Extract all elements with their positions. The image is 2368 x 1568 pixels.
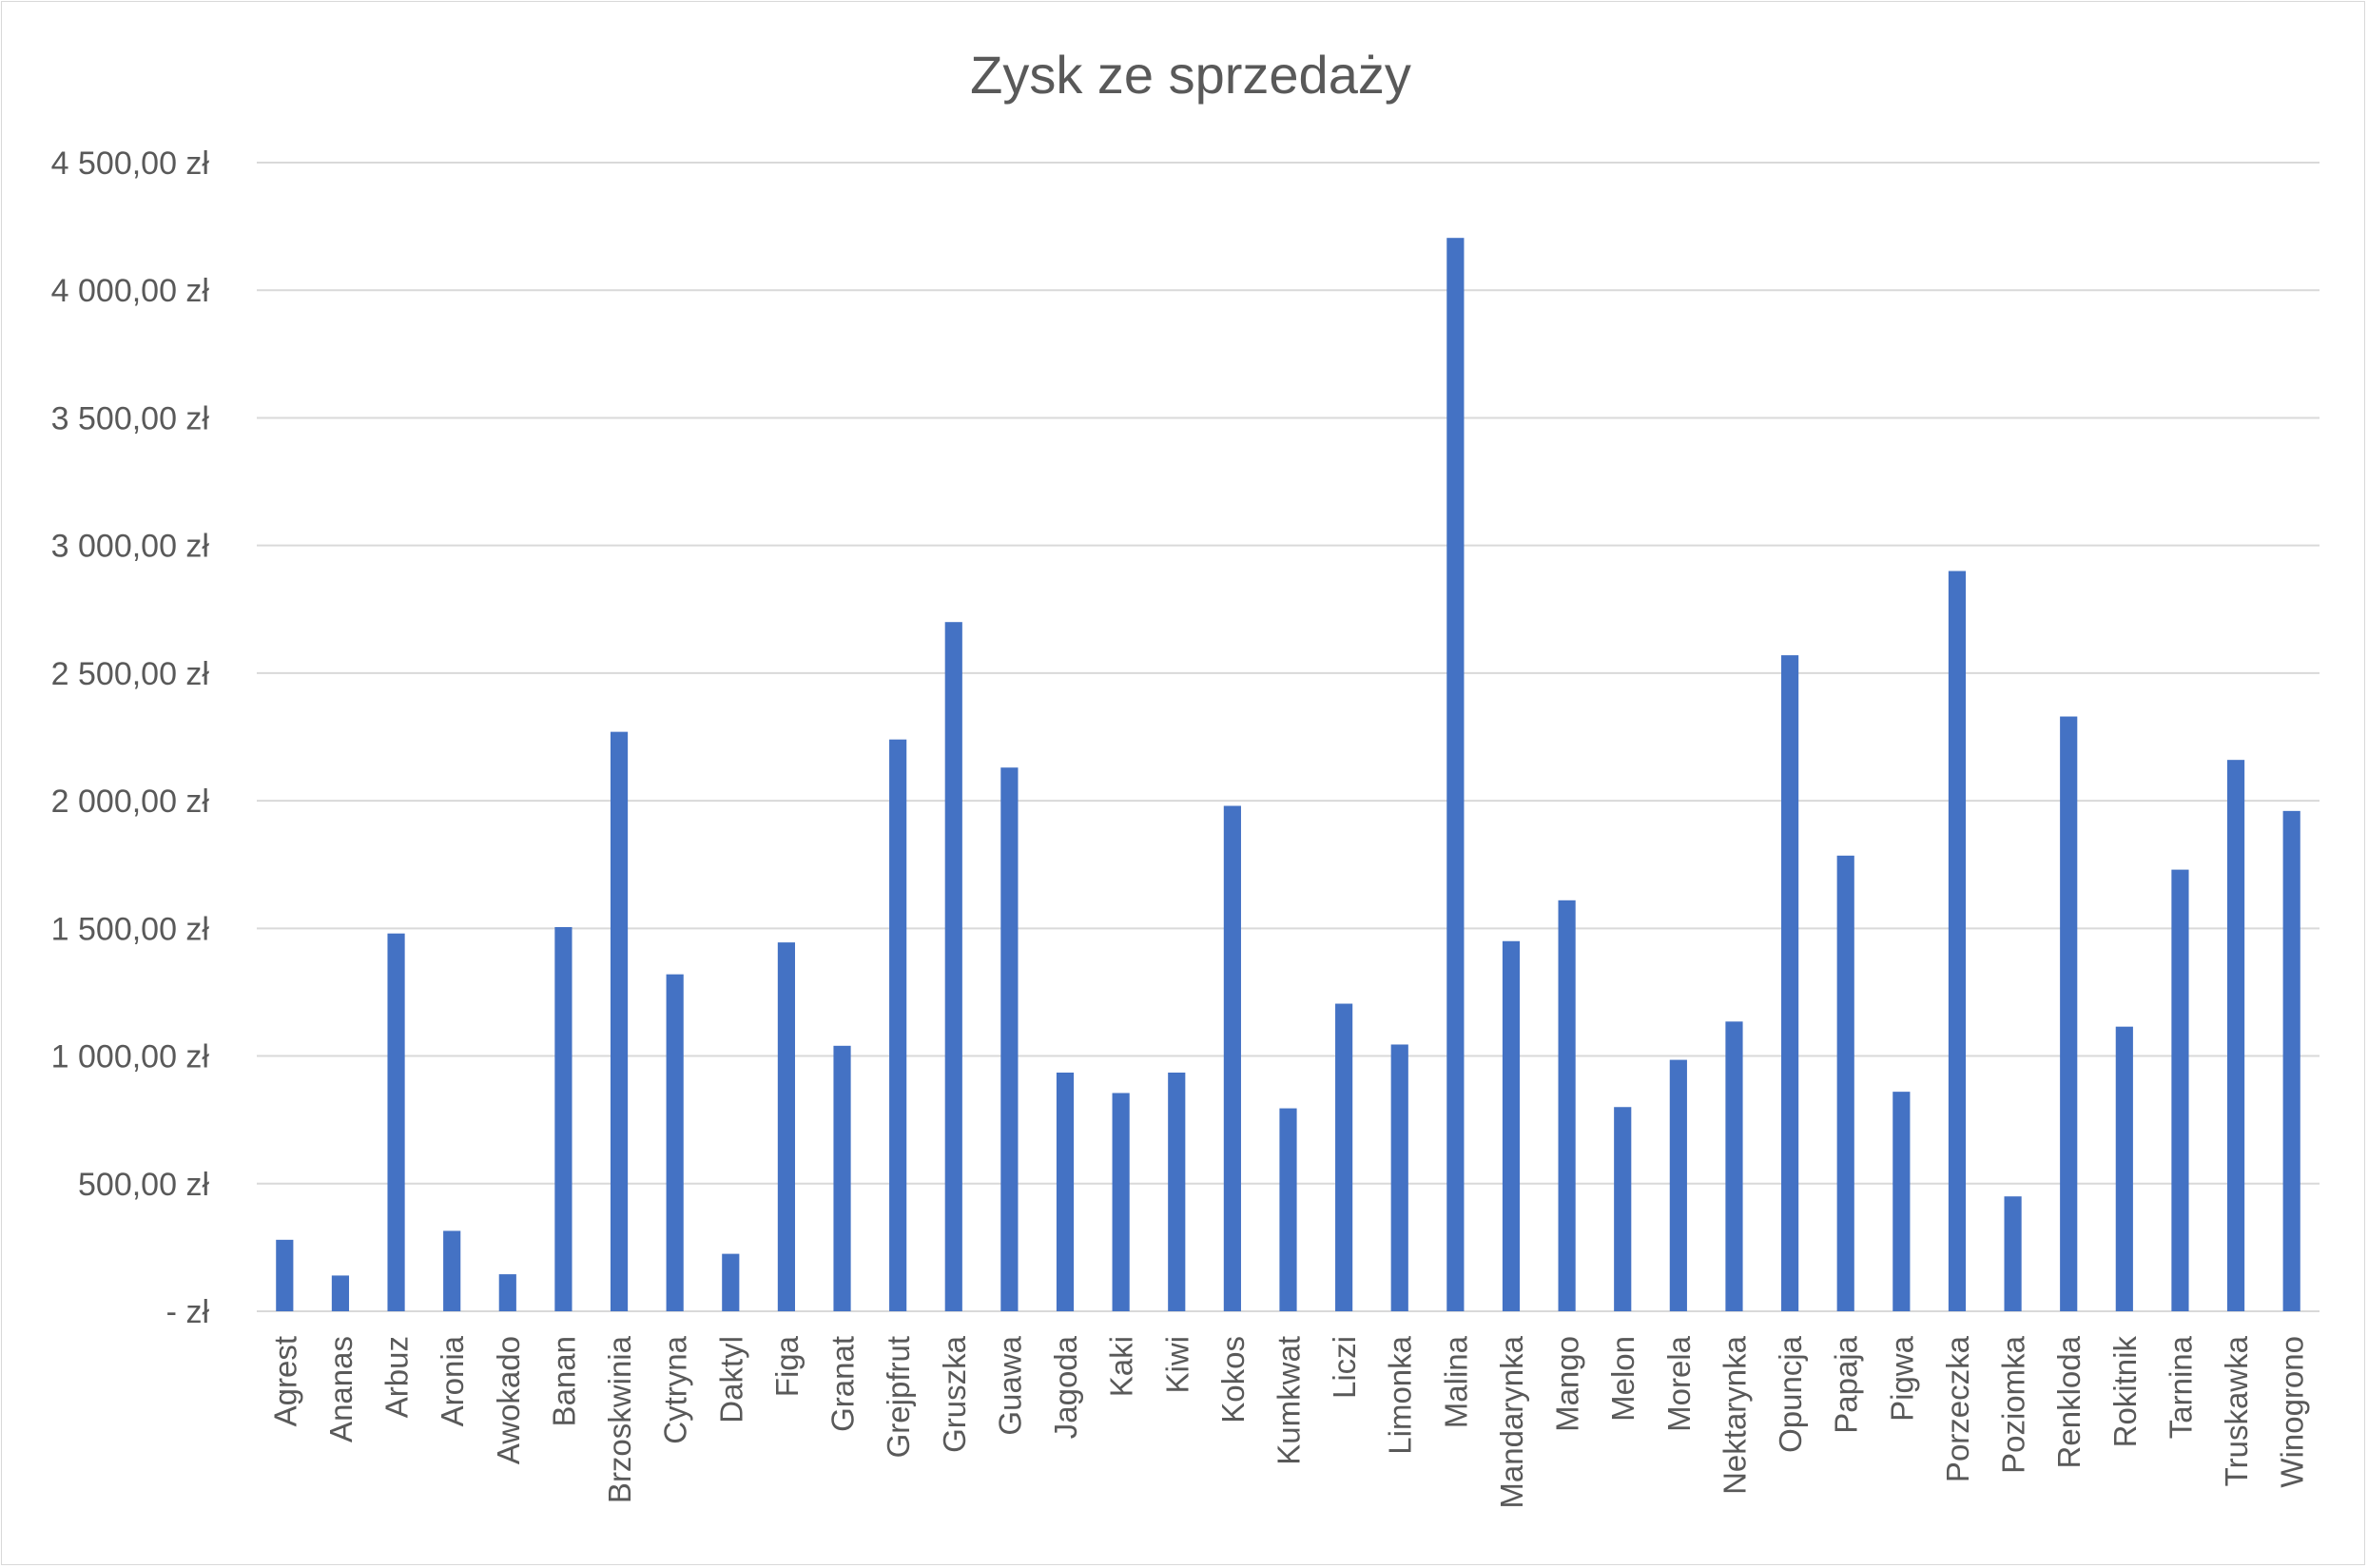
x-category-label: Cytryna — [658, 1335, 693, 1443]
bar-mango — [1558, 900, 1576, 1311]
y-tick-label: 3 000,00 zł — [51, 529, 210, 565]
x-category-label: Kokos — [1215, 1336, 1251, 1423]
y-tick-label: 500,00 zł — [78, 1167, 209, 1203]
y-tick-label: 3 500,00 zł — [51, 400, 210, 436]
x-category-label: Grejpfrut — [881, 1336, 916, 1458]
x-category-label: Mandarynka — [1494, 1335, 1529, 1508]
bar-figa — [777, 942, 795, 1311]
bar-granat — [833, 1045, 851, 1311]
bar-awokado — [498, 1274, 516, 1311]
y-tick-label: 1 000,00 zł — [51, 1039, 210, 1075]
bar-poziomka — [2004, 1196, 2022, 1311]
bar-malina — [1446, 238, 1465, 1311]
bar-arbuz — [387, 933, 405, 1311]
y-axis-tick-labels: - zł 500,00 zł 1 000,00 zł 1 500,00 zł 2 000… — [51, 145, 210, 1330]
bar-agrest — [276, 1239, 294, 1311]
bar-kumkwat — [1279, 1108, 1297, 1311]
x-category-label: Poziomka — [1996, 1335, 2031, 1474]
bar-grejpfrut — [889, 739, 907, 1311]
bar-ananas — [331, 1275, 350, 1311]
x-category-label: Pigwa — [1884, 1335, 1919, 1422]
x-category-label: Ananas — [323, 1336, 359, 1442]
x-category-label: Nektarynka — [1717, 1335, 1752, 1495]
bar-tarnina — [2171, 869, 2189, 1311]
bar-liczi — [1335, 1003, 1353, 1311]
x-category-label: Granat — [825, 1336, 861, 1432]
bar-renkloda — [2060, 716, 2078, 1311]
bar-aronia — [443, 1230, 461, 1311]
x-category-label: Porzeczka — [1940, 1335, 1975, 1482]
x-category-label: Opuncja — [1773, 1335, 1808, 1453]
bar-daktyl — [722, 1253, 740, 1311]
bar-kokos — [1223, 805, 1241, 1311]
x-category-label: Limonka — [1383, 1335, 1418, 1454]
bar-brzoskwinia — [610, 731, 629, 1311]
x-category-label: Daktyl — [713, 1336, 748, 1423]
x-category-label: Guawa — [992, 1335, 1027, 1435]
x-category-label: Brzoskwinia — [602, 1335, 637, 1503]
bar-rokitnik — [2115, 1026, 2133, 1311]
x-category-label: Rokitnik — [2107, 1336, 2143, 1448]
bar-melon — [1614, 1107, 1632, 1311]
bar-mandarynka — [1502, 940, 1521, 1311]
bar-kaki — [1112, 1093, 1130, 1311]
x-category-label: Awokado — [491, 1336, 526, 1464]
x-category-label: Winogrono — [2275, 1336, 2310, 1488]
y-tick-label: - zł — [166, 1294, 210, 1330]
x-category-label: Figa — [769, 1335, 805, 1397]
bar-papaja — [1836, 855, 1854, 1311]
y-tick-label: 2 500,00 zł — [51, 656, 210, 692]
x-category-label: Malina — [1438, 1335, 1473, 1428]
y-tick-label: 4 000,00 zł — [51, 273, 210, 309]
x-category-label: Renkloda — [2051, 1335, 2087, 1468]
bars — [276, 238, 2300, 1311]
bar-banan — [554, 926, 573, 1311]
x-category-label: Agrest — [267, 1336, 302, 1426]
x-category-label: Aronia — [435, 1335, 470, 1426]
y-tick-label: 4 500,00 zł — [51, 145, 210, 182]
x-category-label: Arbuz — [379, 1336, 415, 1418]
x-category-label: Jagoda — [1048, 1335, 1083, 1439]
y-tick-label: 2 000,00 zł — [51, 784, 210, 820]
x-category-label: Liczi — [1327, 1336, 1362, 1399]
bar-guawa — [1000, 767, 1019, 1311]
chart-title: Zysk ze sprzedaży — [970, 45, 1411, 105]
bar-winogrono — [2282, 810, 2300, 1311]
x-category-label: Truskawka — [2219, 1335, 2254, 1486]
gridlines — [257, 162, 2319, 1312]
x-category-label: Gruszka — [937, 1335, 972, 1453]
bar-limonka — [1390, 1044, 1408, 1311]
bar-opuncja — [1781, 655, 1799, 1311]
bar-nektarynka — [1725, 1021, 1743, 1311]
y-tick-label: 1 500,00 zł — [51, 911, 210, 947]
bar-truskawka — [2226, 760, 2245, 1311]
x-category-label: Kumkwat — [1271, 1336, 1307, 1465]
bar-kiwi — [1168, 1073, 1186, 1311]
bar-gruszka — [944, 622, 962, 1311]
x-category-label: Kaki — [1104, 1336, 1139, 1397]
bar-porzeczka — [1948, 571, 1967, 1311]
x-category-label: Melon — [1605, 1336, 1640, 1422]
bar-cytryna — [666, 974, 684, 1311]
x-category-label: Banan — [546, 1336, 581, 1426]
x-category-label: Papaja — [1829, 1335, 1864, 1433]
bar-pigwa — [1892, 1092, 1911, 1311]
bar-morela — [1669, 1059, 1687, 1311]
x-category-label: Mango — [1550, 1336, 1585, 1432]
bar-jagoda — [1056, 1073, 1075, 1311]
x-category-label: Tarnina — [2163, 1335, 2198, 1439]
x-category-label: Morela — [1661, 1335, 1697, 1432]
x-category-label: Kiwi — [1159, 1336, 1194, 1394]
x-axis-category-labels: Agrest Ananas Arbuz Aronia Awokado Banan Brzos… — [267, 1335, 2309, 1508]
